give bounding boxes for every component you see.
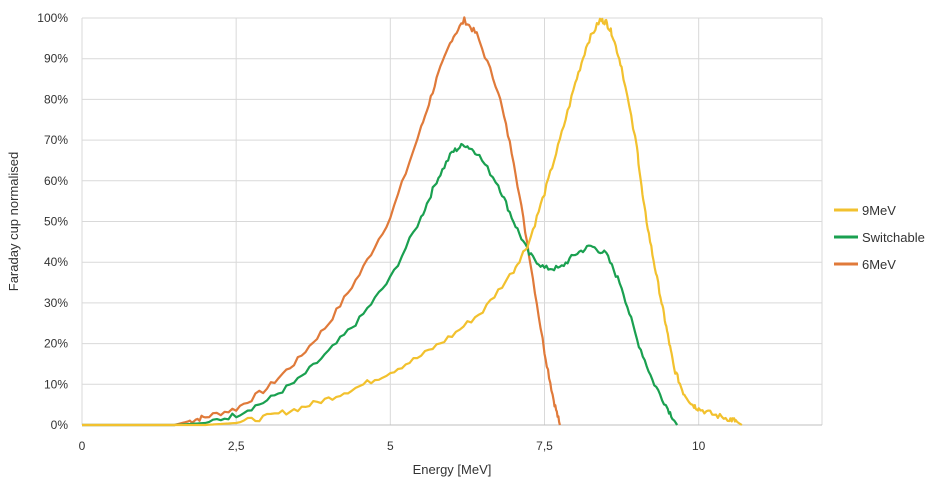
y-tick-label: 90% (44, 52, 68, 66)
y-tick-label: 100% (37, 11, 68, 25)
series-line-9mev (82, 17, 743, 427)
x-axis-title: Energy [MeV] (413, 462, 492, 477)
y-tick-label: 20% (44, 337, 68, 351)
y-tick-label: 70% (44, 133, 68, 147)
series-lines (82, 16, 743, 427)
tick-labels: 0% 10% 20% 30% 40% 50% 60% 70% 80% 90% 100% 0 2,5 5 7,… (37, 11, 705, 453)
y-axis-title: Faraday cup normalised (6, 152, 21, 291)
legend-label: 6MeV (862, 257, 896, 272)
legend-label: Switchable (862, 230, 925, 245)
series-line-switchable (82, 142, 679, 427)
y-tick-label: 10% (44, 377, 68, 391)
series-line-6mev (82, 16, 561, 427)
y-tick-label: 0% (51, 418, 69, 432)
x-tick-label: 5 (387, 439, 394, 453)
y-tick-label: 30% (44, 296, 68, 310)
y-tick-label: 80% (44, 92, 68, 106)
legend-label: 9MeV (862, 203, 896, 218)
legend: 9MeV Switchable 6MeV (834, 203, 925, 272)
y-tick-label: 40% (44, 255, 68, 269)
x-tick-label: 0 (79, 439, 86, 453)
y-tick-label: 60% (44, 174, 68, 188)
x-tick-label: 7,5 (536, 439, 553, 453)
y-tick-label: 50% (44, 215, 68, 229)
x-tick-label: 2,5 (228, 439, 245, 453)
x-tick-label: 10 (692, 439, 706, 453)
